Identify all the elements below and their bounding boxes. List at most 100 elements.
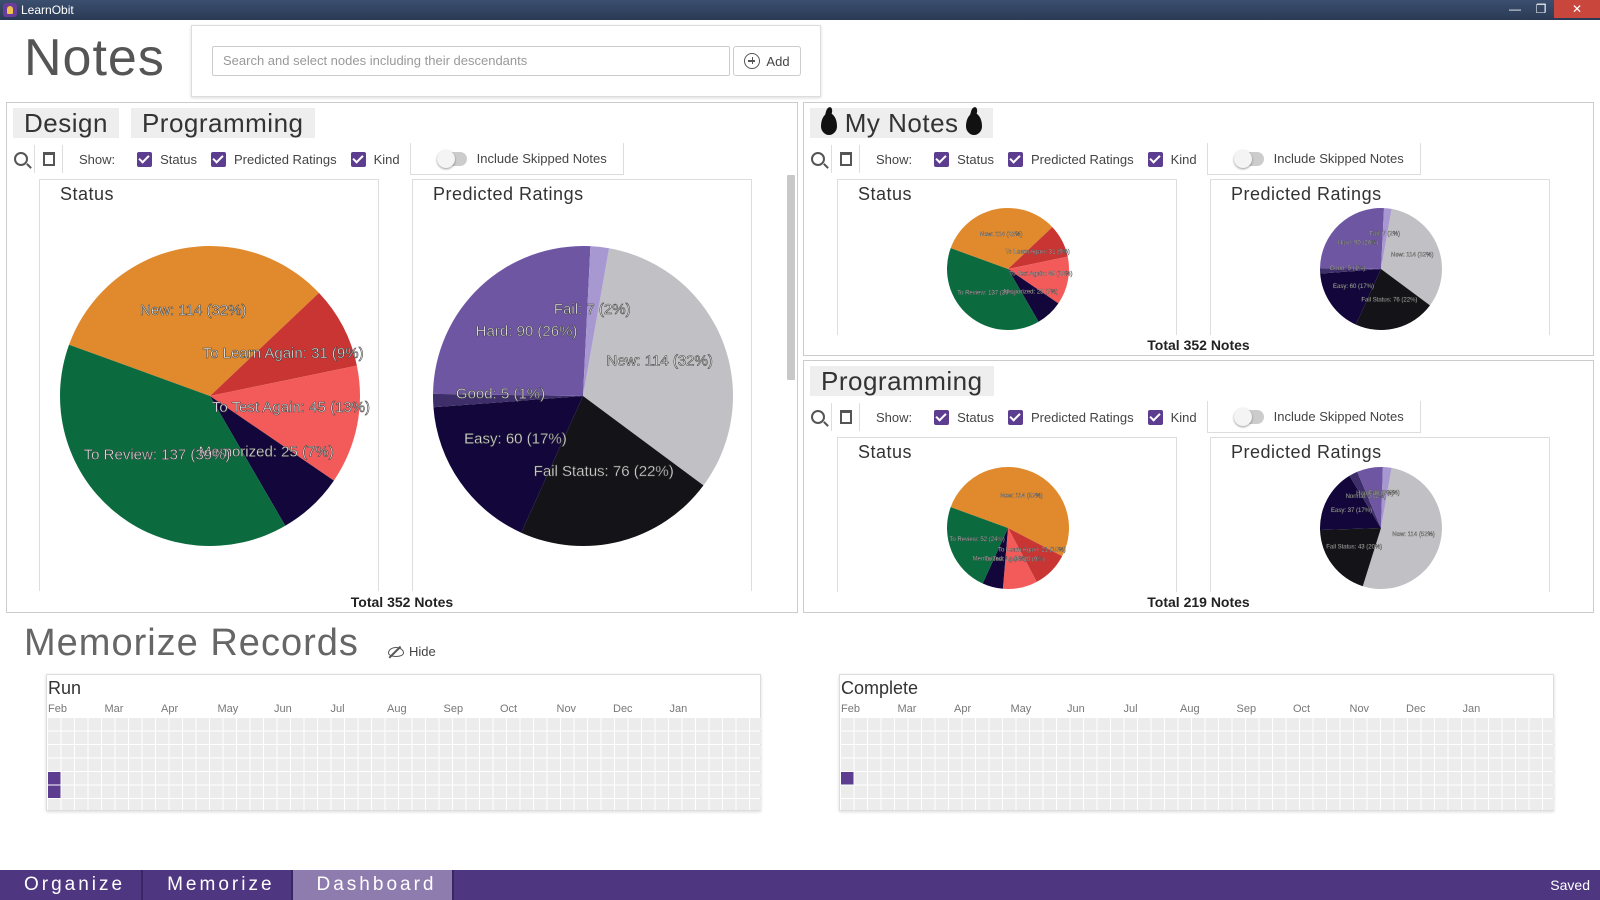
- heatmap-cell: [1435, 799, 1448, 810]
- month-label: Feb: [841, 703, 860, 715]
- heatmap-cell: [426, 758, 439, 771]
- heatmap-cell: [1502, 731, 1515, 744]
- minimize-button[interactable]: —: [1509, 2, 1521, 16]
- heatmap-cell: [1111, 772, 1124, 785]
- heatmap-cell: [723, 758, 736, 771]
- heatmap-cell: [115, 799, 128, 810]
- heatmap-cell: [723, 745, 736, 758]
- heatmap-cell: [480, 799, 493, 810]
- heatmap-cell: [1367, 718, 1380, 731]
- heatmap-cell: [196, 731, 209, 744]
- heatmap-cell: [1043, 745, 1056, 758]
- predicted-ratings-checkbox[interactable]: [1008, 409, 1023, 425]
- heatmap-cell: [723, 799, 736, 810]
- kind-checkbox[interactable]: [1147, 151, 1163, 167]
- heatmap-cell: [736, 772, 749, 785]
- heatmap-cell: [210, 785, 223, 798]
- delete-button[interactable]: [832, 403, 860, 431]
- heatmap-cell: [1057, 731, 1070, 744]
- include-skipped-toggle[interactable]: [1233, 407, 1264, 426]
- delete-button[interactable]: [35, 145, 63, 173]
- tab-programming[interactable]: Programming: [810, 366, 994, 396]
- predicted-ratings-checkbox[interactable]: [211, 151, 226, 167]
- tab-programming[interactable]: Programming: [130, 108, 315, 138]
- heatmap-cell: [1529, 731, 1542, 744]
- heatmap-cell: [142, 772, 155, 785]
- status-checkbox[interactable]: [934, 409, 950, 425]
- kind-checkbox[interactable]: [350, 151, 366, 167]
- kind-checkbox[interactable]: [1147, 409, 1163, 425]
- hide-button[interactable]: Hide: [388, 644, 436, 659]
- heatmap-cell: [1394, 731, 1407, 744]
- heatmap-cell: [115, 758, 128, 771]
- month-label: Jun: [1067, 703, 1085, 715]
- heatmap-cell: [588, 745, 601, 758]
- tab-design[interactable]: Design: [13, 108, 119, 138]
- heatmap-cell: [1462, 731, 1475, 744]
- heatmap-cell: [439, 758, 452, 771]
- heatmap-cell: [88, 731, 101, 744]
- heatmap-cell: [949, 785, 962, 798]
- maximize-button[interactable]: ❐: [1535, 2, 1547, 16]
- nav-organize[interactable]: Organize: [0, 870, 144, 900]
- nav-dashboard[interactable]: Dashboard: [292, 870, 455, 900]
- complete-heatmap: [841, 718, 1554, 810]
- status-checkbox[interactable]: [934, 151, 950, 167]
- heatmap-cell: [75, 731, 88, 744]
- show-label: Show:: [876, 151, 913, 167]
- heatmap-cell: [1111, 785, 1124, 798]
- heatmap-cell: [682, 785, 695, 798]
- heatmap-cell: [976, 772, 989, 785]
- search-input[interactable]: Search and select nodes including their …: [212, 46, 730, 76]
- zoom-button[interactable]: [804, 145, 832, 173]
- month-label: Jan: [669, 703, 688, 715]
- heatmap-cell: [881, 731, 894, 744]
- heatmap-cell: [1192, 758, 1205, 771]
- delete-button[interactable]: [832, 145, 860, 173]
- zoom-button[interactable]: [804, 403, 832, 431]
- heatmap-cell: [196, 758, 209, 771]
- heatmap-cell: [1097, 731, 1110, 744]
- heatmap-cell: [1354, 745, 1367, 758]
- heatmap-cell: [277, 745, 290, 758]
- heatmap-cell: [1192, 772, 1205, 785]
- close-button[interactable]: ✕: [1554, 0, 1600, 18]
- nav-memorize[interactable]: Memorize: [143, 870, 293, 900]
- heatmap-cell: [520, 731, 533, 744]
- heatmap-cell: [723, 718, 736, 731]
- heatmap-cell: [1543, 718, 1554, 731]
- heatmap-cell: [1151, 718, 1164, 731]
- heatmap-cell: [412, 745, 425, 758]
- zoom-button[interactable]: [7, 145, 35, 173]
- predicted-ratings-checkbox[interactable]: [1008, 151, 1023, 167]
- heatmap-cell: [1421, 772, 1434, 785]
- heatmap-cell: [75, 785, 88, 798]
- heatmap-cell: [480, 718, 493, 731]
- heatmap-cell: [129, 731, 142, 744]
- heatmap-cell: [1354, 731, 1367, 744]
- heatmap-cell: [1408, 772, 1421, 785]
- heatmap-cell: [1003, 731, 1016, 744]
- tab-my-notes[interactable]: My Notes: [810, 108, 994, 138]
- heatmap-cell: [1246, 758, 1259, 771]
- heatmap-cell: [615, 718, 628, 731]
- show-label: Show:: [876, 409, 913, 425]
- heatmap-cell: [1084, 772, 1097, 785]
- heatmap-cell: [854, 718, 867, 731]
- heatmap-cell: [102, 772, 115, 785]
- status-checkbox[interactable]: [137, 151, 153, 167]
- heatmap-cell: [854, 785, 867, 798]
- add-button[interactable]: Add: [733, 46, 801, 76]
- heatmap-cell: [976, 745, 989, 758]
- heatmap-cell: [1151, 731, 1164, 744]
- include-skipped-toggle[interactable]: [436, 149, 467, 168]
- heatmap-cell: [129, 745, 142, 758]
- include-skipped-toggle[interactable]: [1233, 149, 1264, 168]
- ratings-chart-title: Predicted Ratings: [433, 184, 584, 204]
- pie-label-new: New: 114 (32%): [980, 232, 1023, 238]
- heatmap-cell: [642, 785, 655, 798]
- panel-scrollbar[interactable]: [787, 175, 795, 380]
- heatmap-cell: [682, 758, 695, 771]
- heatmap-cell: [682, 718, 695, 731]
- month-label: Dec: [613, 703, 633, 715]
